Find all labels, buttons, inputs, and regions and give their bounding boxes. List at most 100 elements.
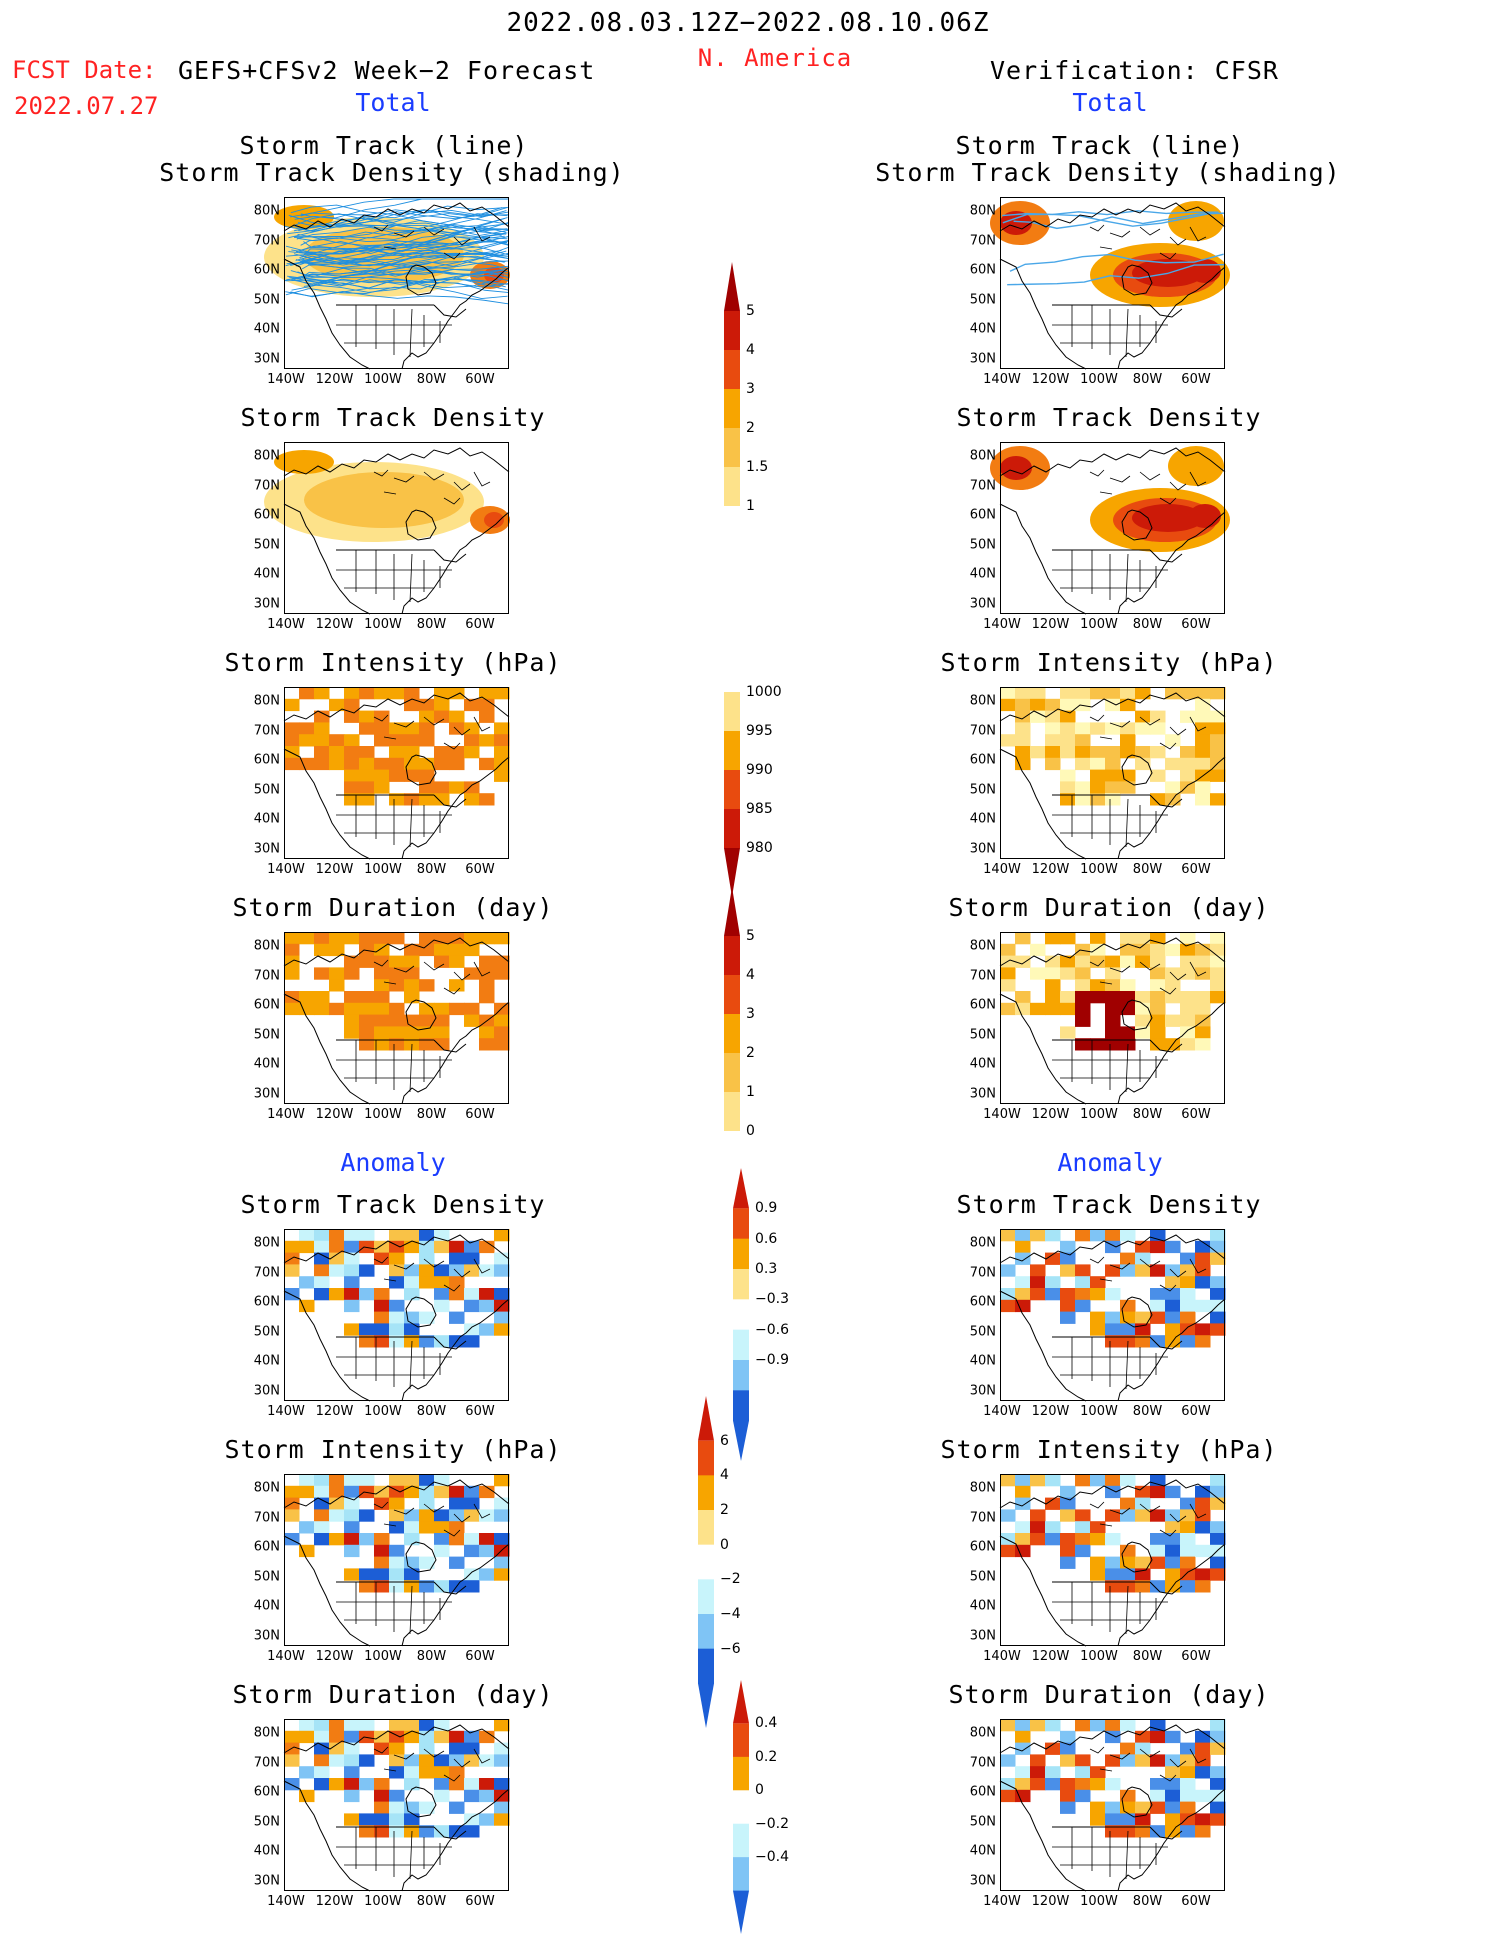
grid-cell [329,1240,345,1254]
grid-cell [494,1813,510,1826]
fcst-model: GEFS+CFSv2 Week−2 Forecast [178,56,596,85]
grid-cell [1060,1252,1076,1265]
grid-cell [374,1556,390,1569]
coastline [999,447,1226,615]
grid-cell [1090,979,1106,992]
grid-cell [1105,955,1121,968]
lon-tick-label: 60W [1181,617,1211,632]
storm-track-line [299,221,510,266]
grid-cell [284,1485,300,1499]
grid-cell [1060,1789,1076,1803]
grid-cell [404,1276,420,1289]
grid-cell [1105,1038,1121,1051]
grid-cell [284,1264,300,1277]
grid-cell [389,1544,405,1558]
colorbar-svg [698,1396,714,1728]
colorbar-tick-label: 4 [746,967,755,983]
storm-track-line [303,241,510,259]
grid-cell [374,757,390,771]
arctic-islands [373,224,491,260]
grid-cell [404,979,420,992]
grid-cell [494,1509,510,1522]
grid-cell [299,1276,315,1289]
grid-cell [1045,734,1061,747]
grid-cell [1135,1580,1151,1593]
grid-cell [344,1014,360,1027]
grid-cell [449,955,465,968]
grid-cell [419,1509,435,1522]
lat-tick-label: 30N [969,596,996,611]
grid-cell [479,698,495,712]
storm-track-line [285,235,505,267]
grid-cell [434,781,450,794]
grid-cell [344,698,360,712]
grid-cell [374,1730,390,1744]
grid-cell [1210,1730,1226,1744]
grid-cell [1105,1719,1121,1732]
grid-cell [1060,1264,1076,1277]
grid-cell [1000,979,1016,992]
grid-cell [1150,1240,1166,1254]
lat-tick-label: 80N [969,1235,996,1251]
grid-cell [389,1038,405,1051]
grid-cell [1135,1264,1151,1277]
colorbar-segment [698,1648,714,1684]
grid-cell [1015,1766,1031,1779]
grid-cell [1075,746,1091,759]
colorbar-intensity: 1000 995 990 985 980 [722,643,812,897]
grid-cell [344,1288,360,1301]
grid-cell [284,1754,300,1767]
grid-cell [1075,1766,1091,1779]
grid-cell [1210,687,1226,700]
grid-cell [389,1766,405,1779]
grid-cell [494,1026,510,1039]
map-frame [284,1474,509,1646]
grid-cell [404,687,420,700]
panel-title: Storm Duration (day) [232,893,554,922]
grid-cell [1045,979,1061,992]
grid-cell [374,932,390,945]
grid-cell [359,1813,375,1826]
grid-cell [479,1813,495,1826]
grid-cell [1015,757,1031,771]
grid-cell [1060,1299,1076,1313]
grid-cell [464,1240,480,1254]
grid-cell [1075,1229,1091,1242]
grid-cell [419,1335,435,1348]
grid-cell [1195,1813,1211,1826]
grid-cell [1210,1521,1226,1534]
state-borders [1052,305,1168,358]
map-canvas [264,442,510,615]
grid-cell [1135,943,1151,957]
grid-cell [404,1264,420,1277]
grid-cell [1000,687,1016,700]
grid-cell [1135,710,1151,723]
grid-cell [1060,1801,1076,1814]
grid-cell [1120,698,1136,712]
grid-cell [1000,1778,1016,1791]
colorbar-segment [733,1238,749,1270]
grid-cell [419,1229,435,1242]
arctic-islands [373,1256,491,1292]
storm-track-line [290,291,510,305]
lat-tick-label: 30N [253,596,280,611]
grid-cell [299,1766,315,1779]
colorbar-segment [724,731,740,771]
storm-track-line [290,198,509,218]
grid-cell [374,769,390,782]
colorbar-arrow [724,887,740,936]
total-label-right: Total [1072,88,1148,117]
grid-cell [449,1002,465,1016]
grid-cell [404,1240,420,1254]
grid-cell [1015,722,1031,735]
grid-cell [344,1789,360,1803]
lat-tick-label: 60N [253,1294,280,1310]
colorbar-segment [724,389,740,429]
lon-tick-label: 120W [1031,617,1070,632]
lon-tick-label: 60W [1181,1107,1211,1122]
grid-cell [299,722,315,735]
grid-cell [449,1521,465,1534]
lat-tick-label: 50N [253,1324,280,1339]
coastline [283,937,510,1105]
lat-tick-label: 70N [969,1265,996,1280]
